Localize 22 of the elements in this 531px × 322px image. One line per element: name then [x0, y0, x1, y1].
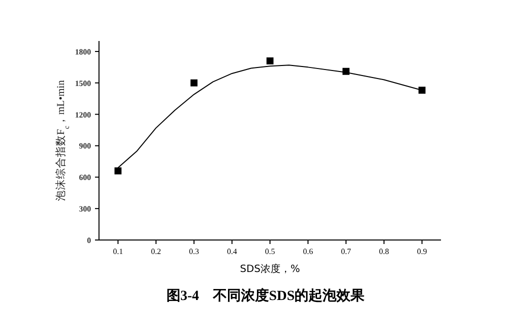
point	[114, 167, 122, 174]
x-axis-title: SDS浓度，%	[240, 263, 300, 275]
x-tick-label: 0.9	[417, 247, 427, 256]
text: 图3-4 不同浓度SDS的起泡效果	[166, 287, 366, 304]
y-tick-label: 300	[79, 204, 91, 214]
x-tick-label: 0.6	[303, 247, 313, 256]
x-tick-label: 0.3	[189, 247, 199, 256]
x-tick-label: 0.4	[227, 247, 237, 256]
y-tick-label: 1200	[75, 110, 91, 120]
y-tick-label: 1500	[75, 78, 91, 88]
point	[418, 86, 426, 94]
x-tick-label: 0.5	[265, 247, 275, 256]
y-tick-label: 600	[79, 173, 91, 182]
y-tick-label: 1800	[75, 47, 91, 56]
point	[190, 79, 198, 86]
point	[266, 57, 274, 64]
x-tick-label: 0.8	[379, 247, 389, 256]
y-tick-label: 900	[79, 142, 91, 151]
x-tick-label: 0.2	[151, 247, 161, 256]
y-tick-label: 0	[87, 236, 91, 245]
x-tick-label: 0.1	[113, 247, 123, 256]
x-tick-label: 0.7	[341, 247, 351, 256]
